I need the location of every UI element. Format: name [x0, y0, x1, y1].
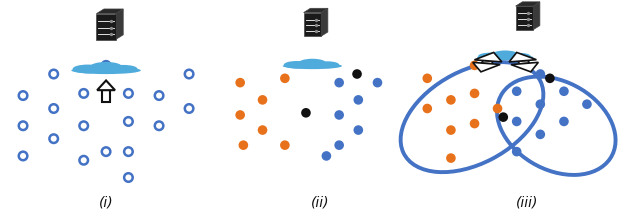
Ellipse shape	[478, 53, 503, 60]
Point	[559, 90, 569, 93]
Point	[511, 90, 522, 93]
Polygon shape	[518, 60, 530, 64]
Point	[523, 23, 533, 26]
Polygon shape	[533, 2, 540, 30]
Point	[18, 94, 28, 97]
Point	[280, 77, 290, 80]
FancyBboxPatch shape	[303, 13, 321, 36]
Polygon shape	[474, 53, 502, 62]
Point	[523, 12, 533, 15]
Ellipse shape	[72, 65, 103, 73]
Point	[311, 24, 321, 27]
Point	[101, 150, 111, 153]
Polygon shape	[473, 62, 500, 72]
Ellipse shape	[477, 54, 533, 60]
Point	[184, 107, 194, 110]
Polygon shape	[97, 9, 124, 14]
Point	[446, 128, 456, 132]
Point	[257, 128, 268, 132]
Polygon shape	[97, 81, 115, 90]
Point	[49, 137, 59, 140]
Polygon shape	[116, 9, 124, 39]
Point	[511, 150, 522, 153]
Ellipse shape	[508, 53, 531, 59]
Point	[49, 72, 59, 76]
Point	[301, 111, 311, 115]
Point	[311, 29, 321, 33]
Point	[235, 113, 245, 117]
Point	[257, 98, 268, 102]
Point	[334, 143, 344, 147]
Point	[311, 18, 321, 21]
Text: (iii): (iii)	[516, 196, 539, 210]
Point	[18, 154, 28, 158]
Ellipse shape	[283, 63, 342, 69]
Polygon shape	[321, 8, 328, 36]
FancyBboxPatch shape	[516, 6, 533, 30]
Polygon shape	[511, 62, 538, 72]
Point	[469, 64, 479, 67]
Ellipse shape	[284, 61, 310, 69]
Point	[106, 26, 116, 29]
Point	[124, 92, 134, 95]
Point	[446, 98, 456, 102]
Ellipse shape	[90, 62, 122, 72]
Ellipse shape	[492, 51, 518, 59]
Polygon shape	[516, 2, 540, 6]
Point	[469, 92, 479, 95]
Point	[422, 107, 433, 110]
Point	[124, 120, 134, 123]
Point	[106, 32, 116, 36]
Polygon shape	[303, 8, 328, 13]
Point	[545, 77, 555, 80]
Point	[321, 154, 332, 158]
Point	[559, 120, 569, 123]
Point	[492, 107, 502, 110]
Point	[101, 64, 111, 67]
Point	[334, 113, 344, 117]
Point	[446, 156, 456, 160]
Point	[124, 150, 134, 153]
Point	[235, 81, 245, 84]
FancyBboxPatch shape	[102, 90, 110, 102]
Point	[79, 92, 89, 95]
Point	[238, 143, 248, 147]
Point	[154, 124, 164, 127]
Point	[535, 72, 545, 76]
Polygon shape	[481, 61, 493, 64]
Point	[353, 98, 364, 102]
Ellipse shape	[298, 59, 326, 67]
Point	[280, 143, 290, 147]
Point	[184, 72, 194, 76]
Ellipse shape	[71, 67, 141, 74]
Point	[154, 94, 164, 97]
Point	[334, 81, 344, 84]
Text: (ii): (ii)	[311, 196, 329, 210]
Text: (i): (i)	[99, 196, 113, 210]
Point	[422, 77, 433, 80]
Ellipse shape	[109, 65, 138, 73]
Point	[582, 102, 592, 106]
FancyBboxPatch shape	[97, 14, 116, 39]
Point	[535, 133, 545, 136]
Point	[79, 158, 89, 162]
Point	[498, 115, 508, 119]
Point	[352, 72, 362, 76]
Point	[535, 102, 545, 106]
Point	[353, 128, 364, 132]
Ellipse shape	[315, 61, 339, 68]
Point	[124, 176, 134, 179]
Point	[79, 124, 89, 127]
Point	[106, 20, 116, 23]
Point	[18, 124, 28, 127]
Point	[469, 122, 479, 125]
Polygon shape	[509, 53, 536, 62]
Point	[372, 81, 383, 84]
Point	[511, 120, 522, 123]
Point	[49, 107, 59, 110]
Point	[523, 17, 533, 21]
